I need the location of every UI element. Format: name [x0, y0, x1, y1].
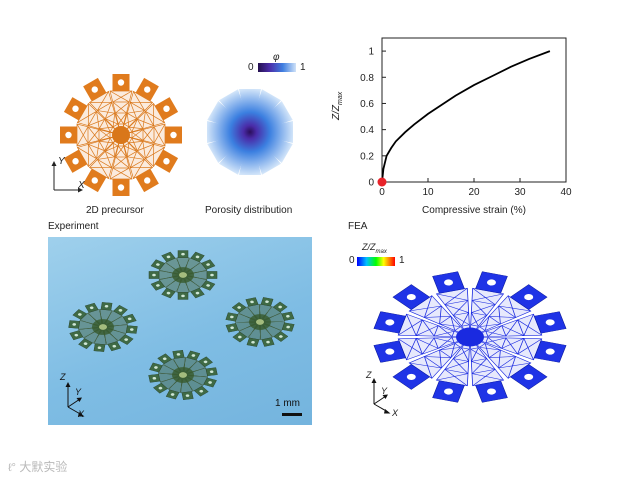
experiment-axis-y-label: Y [75, 387, 82, 397]
porosity-caption: Porosity distribution [205, 205, 293, 216]
scale-bar-label: 1 mm [275, 398, 300, 409]
watermark-text: 大默实验 [19, 460, 68, 474]
precursor-arm [109, 74, 133, 136]
porosity-colorbar-max: 1 [300, 62, 306, 73]
chart-start-marker [377, 177, 387, 187]
chart-y-tick-label: 0 [368, 178, 374, 189]
porosity-wedge [248, 89, 282, 133]
fea-arm [432, 336, 471, 403]
precursor-arm [63, 97, 122, 136]
fea-arm [469, 284, 548, 338]
experiment-axis-x-label: X [78, 409, 85, 419]
fea-arm [469, 336, 548, 390]
chart-series-line [381, 50, 551, 183]
experiment-label: Experiment [48, 221, 99, 232]
porosity-wedge [250, 121, 293, 143]
porosity-wedge [207, 100, 251, 134]
experiment-structures [68, 250, 295, 400]
precursor-arm [120, 77, 159, 136]
chart-x-tick-label: 10 [422, 187, 434, 198]
precursor-arm [63, 134, 122, 173]
porosity-wedge [249, 100, 293, 134]
chart-y-tick-label: 0.2 [360, 151, 374, 162]
fea-label: FEA [348, 221, 368, 232]
fea-arm [392, 336, 471, 390]
chart-y-tick-label: 0.4 [360, 125, 374, 136]
fea-arm [373, 311, 471, 338]
precursor-arm [60, 123, 122, 147]
chart-y-tick-label: 0.8 [360, 73, 374, 84]
chart-plot-frame [381, 37, 567, 183]
precursor-axis-triad [51, 161, 83, 193]
precursor-arm [120, 134, 179, 173]
watermark-icon: ℓ° [8, 462, 16, 474]
fea-arm [392, 284, 471, 338]
fea-colorbar-title: Z/Zmax [362, 242, 387, 255]
precursor-axis-y-label: Y [58, 156, 65, 167]
watermark-logo: ℓ° 大默实验 [8, 458, 67, 475]
fea-arm [469, 336, 567, 363]
fea-arm [432, 271, 471, 338]
fea-axis-z-label: Z [366, 370, 372, 380]
porosity-colorbar [258, 63, 296, 72]
scale-bar [282, 413, 302, 416]
experiment-structure [225, 297, 295, 347]
experiment-structure [148, 250, 218, 300]
experiment-photo: 1 mm Z Y X [48, 237, 312, 425]
fea-axis-y-label: Y [381, 386, 388, 396]
chart-y-tick-label: 0.6 [360, 99, 374, 110]
fea-arm [469, 271, 508, 338]
fea-colorbar [357, 257, 395, 266]
chart-x-tick-label: 40 [560, 187, 572, 198]
porosity-wedge [239, 132, 261, 175]
precursor-arm [120, 123, 182, 147]
chart-x-tick-label: 0 [379, 187, 385, 198]
fea-colorbar-max: 1 [399, 255, 405, 266]
porosity-colorbar-symbol: φ [273, 52, 280, 63]
precursor-caption: 2D precursor [86, 205, 144, 216]
fea-axis-x-label: X [392, 408, 399, 418]
experiment-structure [68, 302, 138, 352]
experiment-axis-z-label: Z [60, 372, 66, 382]
precursor-arm [83, 77, 122, 136]
precursor-axis-x-label: X [78, 180, 85, 191]
fea-figure [373, 271, 567, 403]
chart-x-label: Compressive strain (%) [422, 205, 526, 216]
porosity-colorbar-min: 0 [248, 62, 254, 73]
porosity-wedge [207, 121, 250, 143]
porosity-wedge [248, 131, 282, 175]
precursor-arm [109, 134, 133, 196]
porosity-wedge [218, 89, 252, 133]
porosity-wedge [207, 130, 251, 164]
chart-y-tick-label: 1 [368, 47, 374, 58]
porosity-wedge [239, 89, 261, 132]
precursor-arm [120, 134, 159, 193]
chart-x-tick-label: 20 [468, 187, 480, 198]
chart-y-label: Z/Zmax [331, 91, 344, 120]
chart-x-tick-label: 30 [514, 187, 526, 198]
porosity-wedge [249, 130, 293, 164]
fea-arm [373, 336, 471, 363]
fea-arm [469, 311, 567, 338]
precursor-figure [60, 74, 182, 196]
porosity-wedge [218, 131, 252, 175]
fea-colorbar-min: 0 [349, 255, 355, 266]
fea-arm [469, 336, 508, 403]
precursor-arm [120, 97, 179, 136]
precursor-arm [83, 134, 122, 193]
porosity-figure [207, 89, 293, 175]
fea-axis-triad [371, 378, 391, 414]
experiment-axis-triad [65, 382, 85, 417]
experiment-structure [148, 350, 218, 400]
strain-chart: 0 10 20 30 40 0 0.2 0.4 0.6 0.8 1 Compressive stra… [360, 37, 572, 216]
